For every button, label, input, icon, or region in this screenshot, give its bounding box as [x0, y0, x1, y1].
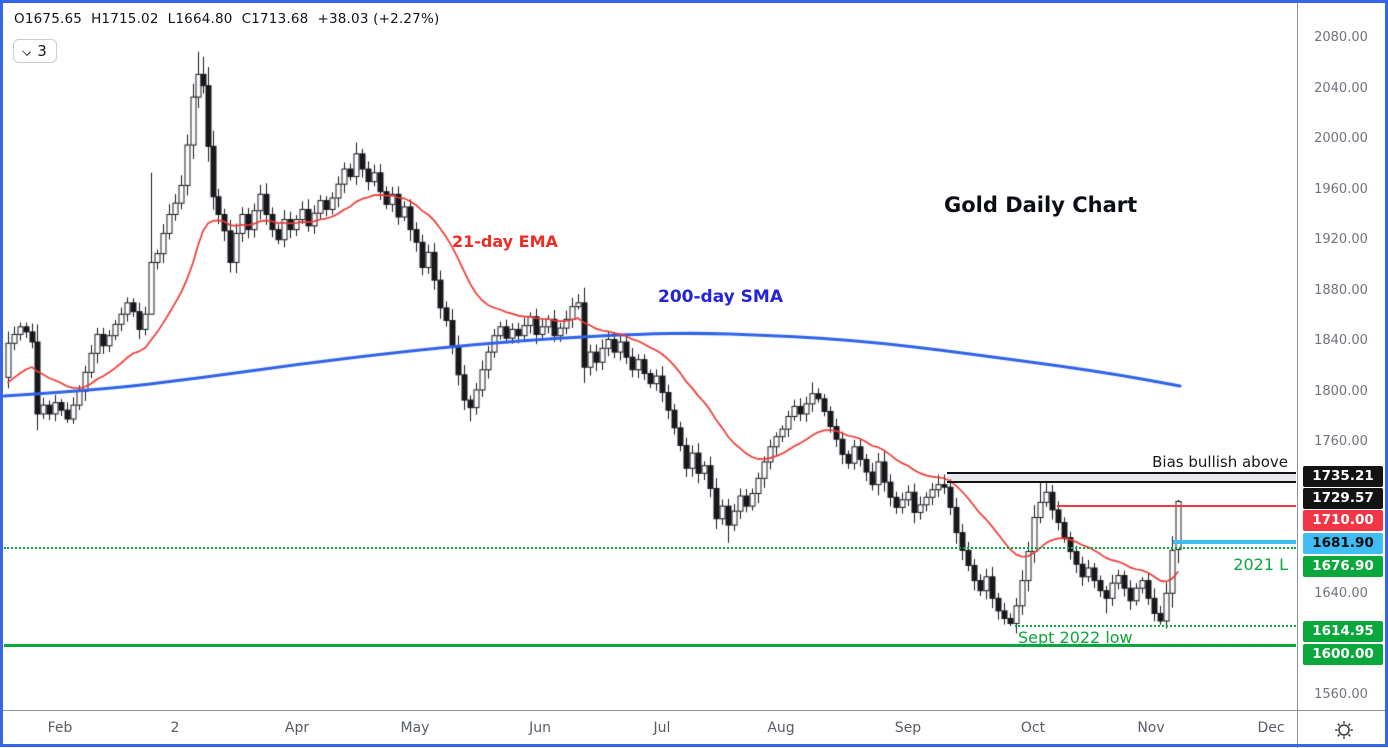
price-level-badge: 1710.00 — [1303, 510, 1383, 531]
price-tick: 1960.00 — [1314, 181, 1368, 197]
candle-count-label: 3 — [37, 42, 47, 60]
ohlc-open: O1675.65 — [14, 11, 83, 27]
price-level-badge: 1681.90 — [1303, 533, 1383, 554]
price-chart-canvas[interactable] — [0, 0, 1296, 710]
bias-annotation: Bias bullish above — [1152, 453, 1288, 471]
axis-settings-cell[interactable] — [1297, 710, 1388, 748]
ohlc-readout: O1675.65 H1715.02 L1664.80 C1713.68 +38.03 (… — [14, 11, 448, 27]
time-tick: May — [400, 720, 430, 736]
price-tick: 2000.00 — [1314, 131, 1368, 146]
ema-line-label: 21-day EMA — [452, 232, 558, 251]
price-tick: 1760.00 — [1314, 434, 1368, 449]
ohlc-low: L1664.80 — [167, 11, 233, 27]
candle-count-chip[interactable]: 3 — [13, 39, 57, 63]
price-tick: 1640.00 — [1314, 585, 1368, 601]
level-line-1614.95[interactable] — [1015, 625, 1296, 628]
chart-title: Gold Daily Chart — [944, 193, 1138, 217]
price-tick: 1560.00 — [1314, 686, 1368, 702]
gear-icon — [1334, 720, 1353, 739]
price-tick: 1920.00 — [1314, 232, 1368, 247]
level-line-1600[interactable] — [4, 643, 1296, 647]
ohlc-close: C1713.68 — [241, 11, 309, 27]
time-axis[interactable]: Feb 2 Apr May Jun Jul Aug Sep Oct Nov Dec — [0, 710, 1297, 748]
price-tick: 1800.00 — [1314, 383, 1368, 399]
time-tick: Oct — [1020, 720, 1046, 736]
level-line-1676.9[interactable] — [4, 546, 1296, 549]
price-tick: 1840.00 — [1314, 333, 1368, 348]
ohlc-change: +38.03 (+2.27%) — [317, 11, 440, 27]
chevron-down-icon — [23, 47, 31, 55]
time-tick: Dec — [1257, 720, 1285, 736]
price-level-badge: 1600.00 — [1303, 644, 1383, 665]
price-level-badge: 1735.21 — [1303, 466, 1383, 487]
price-tick: 2040.00 — [1314, 80, 1368, 96]
price-level-badge: 1729.57 — [1303, 488, 1383, 509]
time-tick: Aug — [767, 720, 795, 736]
price-axis[interactable]: 2080.00 2040.00 2000.00 1960.00 1920.00 1880.… — [1297, 0, 1388, 710]
level-line-1710[interactable] — [1057, 505, 1296, 508]
ohlc-high: H1715.02 — [91, 11, 159, 27]
time-tick: Jul — [653, 720, 671, 736]
sma-line-label: 200-day SMA — [658, 287, 783, 307]
time-tick: Jun — [529, 720, 551, 736]
time-tick: 2 — [170, 720, 180, 736]
price-tick: 2080.00 — [1314, 30, 1368, 45]
level-line-1681.9[interactable] — [1173, 539, 1296, 544]
price-tick: 1880.00 — [1314, 282, 1368, 298]
time-tick: Nov — [1137, 720, 1165, 736]
price-level-badge: 1614.95 — [1303, 621, 1383, 642]
time-tick: Feb — [47, 720, 73, 736]
label-2021-low: 2021 L — [1233, 555, 1288, 574]
price-level-badge: 1676.90 — [1303, 556, 1383, 577]
resistance-zone[interactable] — [947, 472, 1296, 484]
time-tick: Sep — [894, 720, 922, 736]
label-sept-2022-low: Sept 2022 low — [1018, 628, 1133, 647]
time-tick: Apr — [284, 720, 310, 736]
